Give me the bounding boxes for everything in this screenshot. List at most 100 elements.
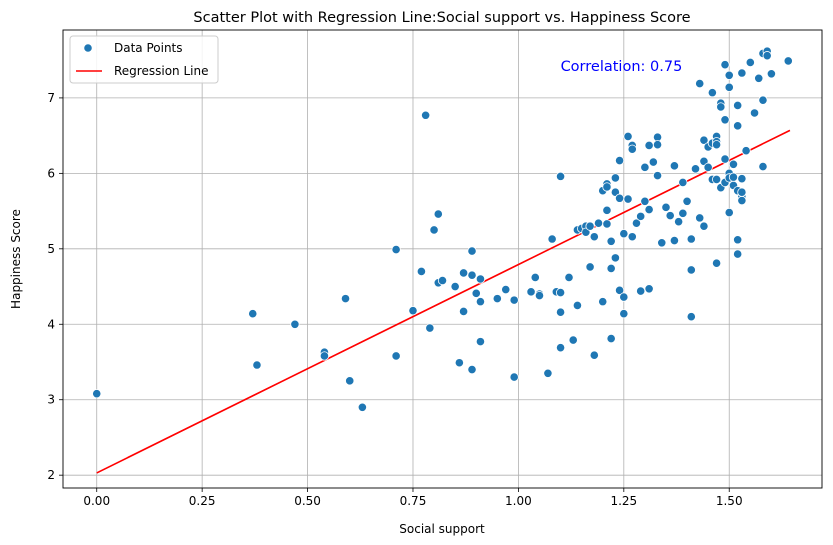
data-point <box>589 350 599 360</box>
x-tick-label: 0.00 <box>83 494 110 508</box>
grid-lines <box>63 30 822 488</box>
y-tick-label: 3 <box>47 393 55 407</box>
data-point <box>467 246 477 256</box>
data-point <box>458 268 469 278</box>
data-point <box>644 284 654 294</box>
x-tick-label: 0.25 <box>189 494 216 508</box>
legend-label-data-points: Data Points <box>114 41 183 55</box>
data-point <box>501 284 511 295</box>
y-axis-ticks: 2 3 4 5 6 7 <box>47 91 63 482</box>
plot-frame <box>62 29 823 489</box>
data-point <box>678 177 688 188</box>
data-point <box>319 351 330 361</box>
data-point <box>555 287 566 298</box>
data-point <box>678 208 688 218</box>
data-point <box>665 211 675 221</box>
data-point <box>720 154 730 164</box>
data-point <box>585 221 595 231</box>
data-point <box>640 196 650 206</box>
legend: Data Points Regression Line <box>69 35 219 84</box>
data-point <box>682 196 692 206</box>
data-point <box>391 244 401 255</box>
data-point <box>695 78 705 89</box>
data-point <box>547 234 557 244</box>
y-axis-title: Happiness Score <box>9 209 23 309</box>
data-point <box>467 270 477 280</box>
data-point <box>724 82 734 92</box>
plot-background <box>63 30 822 488</box>
data-point <box>631 218 642 228</box>
x-tick-label: 1.25 <box>610 494 637 508</box>
data-point <box>669 235 680 246</box>
data-point <box>636 286 646 296</box>
data-point <box>733 235 743 245</box>
data-point <box>674 217 684 227</box>
data-point <box>543 368 553 378</box>
data-point <box>614 285 625 295</box>
data-point <box>606 263 616 274</box>
data-point <box>737 195 747 206</box>
data-point <box>686 265 696 275</box>
chart-title: Scatter Plot with Regression Line:Social… <box>193 10 690 26</box>
data-point <box>686 312 696 322</box>
data-point <box>602 219 612 229</box>
legend-marker-data-points <box>83 43 93 53</box>
data-point <box>754 73 764 83</box>
data-point <box>690 164 701 174</box>
data-point <box>749 108 760 118</box>
data-point <box>471 288 481 298</box>
data-point <box>408 306 418 316</box>
data-point <box>652 140 663 150</box>
data-point <box>741 146 751 156</box>
data-point <box>716 102 726 112</box>
legend-label-regression-line: Regression Line <box>114 64 208 78</box>
regression-line-layer <box>96 129 791 474</box>
data-point <box>627 144 637 154</box>
data-point <box>762 51 772 61</box>
correlation-annotation: Correlation: 0.75 <box>561 59 683 75</box>
data-point <box>437 275 448 286</box>
data-point <box>602 182 612 192</box>
data-point <box>568 335 578 345</box>
data-point <box>619 292 629 302</box>
data-point <box>614 193 625 203</box>
data-point <box>530 272 540 283</box>
data-point <box>345 376 355 386</box>
data-point <box>509 372 519 382</box>
data-point <box>699 221 709 231</box>
x-tick-label: 1.50 <box>716 494 743 508</box>
data-point <box>733 249 743 259</box>
data-point <box>703 162 713 172</box>
data-point <box>555 171 566 181</box>
data-point <box>606 236 616 246</box>
data-point <box>737 174 747 184</box>
data-point <box>737 68 747 78</box>
y-tick-label: 5 <box>47 242 55 256</box>
data-point <box>724 70 734 80</box>
data-point <box>695 213 705 223</box>
data-point <box>475 297 486 307</box>
data-point <box>711 174 722 184</box>
data-point <box>458 306 469 317</box>
data-point <box>534 290 545 301</box>
data-point <box>707 88 717 98</box>
y-tick-label: 7 <box>47 91 55 105</box>
data-point <box>357 402 367 412</box>
data-point <box>555 343 566 353</box>
data-point <box>720 115 730 125</box>
data-point <box>492 294 502 304</box>
data-point <box>598 297 608 307</box>
data-point <box>429 225 439 235</box>
data-point <box>636 211 646 221</box>
data-point <box>421 110 431 120</box>
data-point <box>602 205 612 215</box>
x-tick-label: 1.00 <box>505 494 532 508</box>
y-tick-label: 6 <box>47 166 55 180</box>
data-point <box>340 294 351 304</box>
data-point <box>644 140 654 151</box>
data-point <box>623 131 633 141</box>
data-point <box>248 309 258 319</box>
data-point <box>733 121 743 131</box>
data-point <box>610 173 620 183</box>
